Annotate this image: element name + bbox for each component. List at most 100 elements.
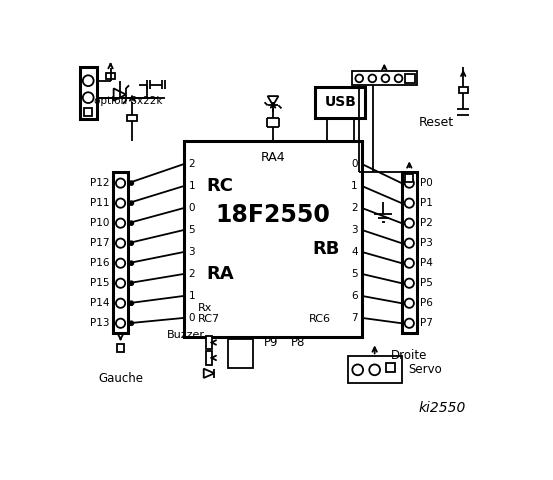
Circle shape [405,319,414,328]
Text: 2: 2 [189,159,195,169]
Text: 1: 1 [189,181,195,191]
Circle shape [129,261,133,265]
Text: Rx: Rx [199,303,213,313]
Bar [315,87,366,118]
Bar [458,87,468,93]
Text: 5: 5 [351,269,358,279]
Bar [206,351,212,365]
Circle shape [352,364,363,375]
Bar [206,336,212,349]
Text: 2: 2 [189,269,195,279]
Text: 5: 5 [189,225,195,235]
Circle shape [116,319,125,328]
Circle shape [405,299,414,308]
Text: 0: 0 [189,313,195,323]
Text: RC6: RC6 [309,313,331,324]
Text: 3: 3 [351,225,358,235]
Bar [352,72,417,85]
Circle shape [129,321,133,325]
Circle shape [116,278,125,288]
Bar [386,362,395,372]
Text: 1: 1 [189,291,195,301]
Text: P14: P14 [90,298,110,308]
Text: P10: P10 [90,218,110,228]
Circle shape [129,181,133,185]
Text: ki2550: ki2550 [419,401,466,415]
Circle shape [116,179,125,188]
Circle shape [129,201,133,205]
Circle shape [382,74,389,82]
Text: Servo: Servo [408,363,441,376]
Text: RA4: RA4 [260,151,285,164]
Text: RB: RB [312,240,340,258]
Text: 4: 4 [351,247,358,257]
Bar [106,73,115,79]
Text: USB: USB [325,95,356,109]
Circle shape [129,281,133,285]
Circle shape [405,259,414,268]
Bar [128,115,137,121]
Text: P11: P11 [90,198,110,208]
Bar [405,74,415,83]
Text: P6: P6 [420,298,433,308]
Text: P3: P3 [420,238,433,248]
Circle shape [405,239,414,248]
Text: Gauche: Gauche [98,372,143,385]
Circle shape [356,74,363,82]
Circle shape [405,278,414,288]
Bar [185,141,362,337]
Text: Reset: Reset [419,116,454,129]
Bar [348,356,401,384]
Bar [85,108,92,116]
Circle shape [395,74,403,82]
Text: P7: P7 [420,318,433,328]
Circle shape [368,74,376,82]
Text: option 8x22k: option 8x22k [94,96,163,106]
Text: Droite: Droite [391,348,427,361]
Text: P12: P12 [90,178,110,188]
Text: 18F2550: 18F2550 [216,204,331,228]
Bar [228,339,253,368]
Text: P0: P0 [420,178,433,188]
Circle shape [116,199,125,208]
Text: P9: P9 [263,336,278,349]
Text: 7: 7 [351,313,358,323]
Bar [405,174,413,181]
Circle shape [83,75,93,86]
Text: P8: P8 [290,336,305,349]
Text: RC: RC [206,177,233,195]
Circle shape [129,301,133,305]
Circle shape [129,241,133,245]
Bar [117,344,124,352]
Text: P17: P17 [90,238,110,248]
Circle shape [129,221,133,225]
Text: RA: RA [206,265,234,283]
Circle shape [405,179,414,188]
Bar [401,171,417,333]
Circle shape [116,299,125,308]
Text: P13: P13 [90,318,110,328]
Circle shape [116,218,125,228]
Text: 3: 3 [189,247,195,257]
Text: 6: 6 [351,291,358,301]
Text: P16: P16 [90,258,110,268]
Circle shape [116,239,125,248]
Bar [80,67,97,119]
Circle shape [369,364,380,375]
Circle shape [83,92,93,103]
Bar [113,171,128,333]
Text: 2: 2 [351,203,358,213]
Text: Buzzer: Buzzer [167,330,205,340]
Circle shape [405,218,414,228]
Text: 0: 0 [189,203,195,213]
Text: P15: P15 [90,278,110,288]
Text: RC7: RC7 [199,313,221,324]
Text: P4: P4 [420,258,433,268]
Text: P1: P1 [420,198,433,208]
Text: 1: 1 [351,181,358,191]
Text: P2: P2 [420,218,433,228]
Text: P5: P5 [420,278,433,288]
Text: 0: 0 [351,159,358,169]
Circle shape [405,199,414,208]
Circle shape [116,259,125,268]
